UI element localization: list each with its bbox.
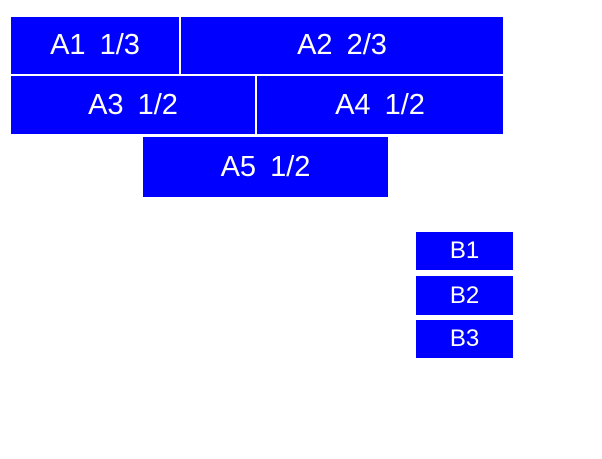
box-b2: B2: [416, 276, 513, 315]
box-b1: B1: [416, 232, 513, 270]
box-a5: A5 1/2: [143, 137, 388, 197]
box-a1: A1 1/3: [11, 17, 179, 74]
box-b3: B3: [416, 320, 513, 358]
box-a2: A2 2/3: [181, 17, 503, 74]
box-a4: A4 1/2: [257, 76, 503, 134]
box-a3: A3 1/2: [11, 76, 255, 134]
